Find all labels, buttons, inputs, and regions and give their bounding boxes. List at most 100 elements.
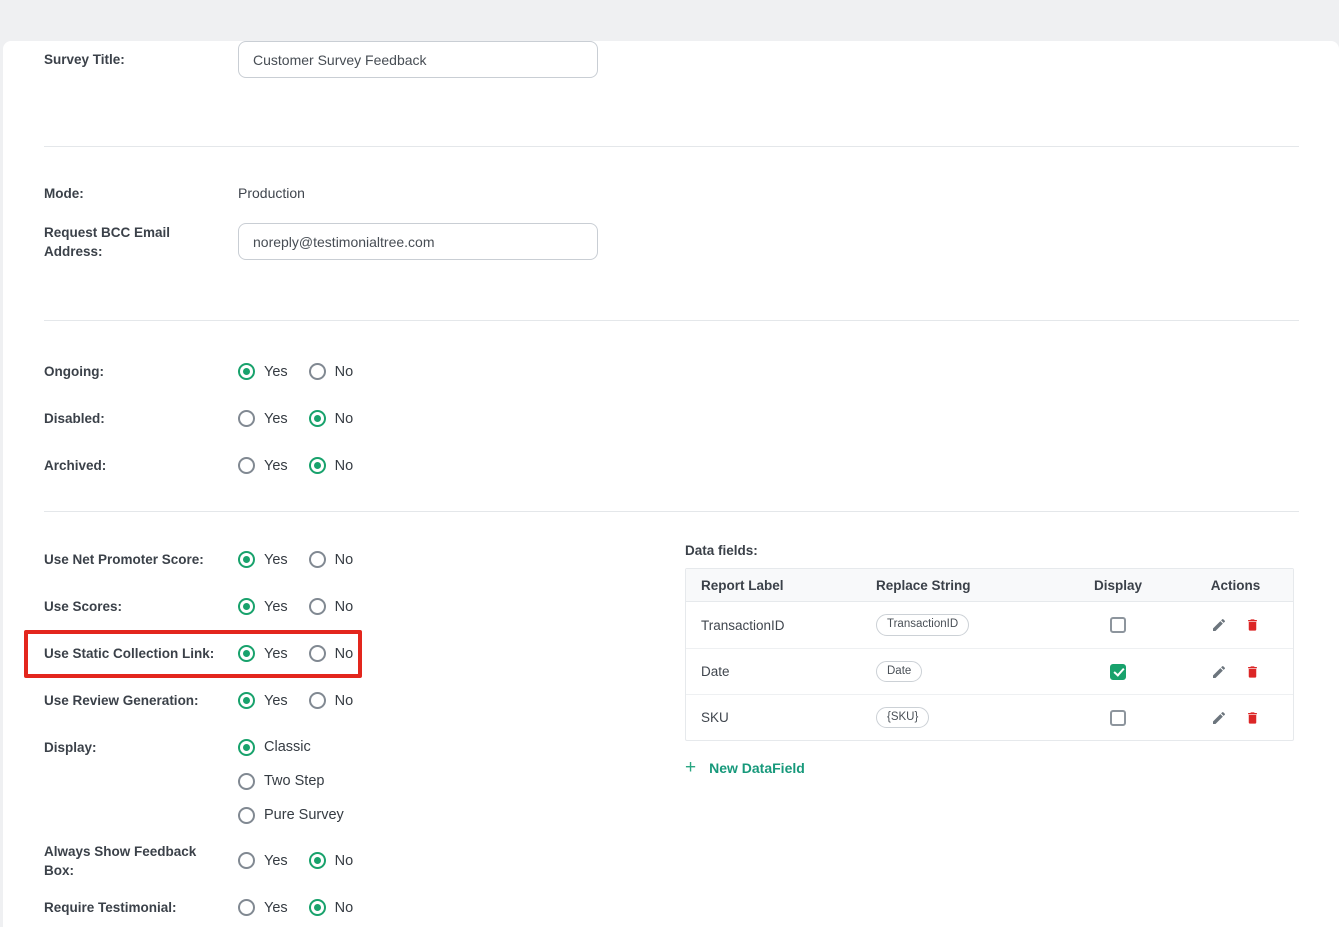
trash-icon <box>1248 711 1257 724</box>
new-datafield-button[interactable]: + New DataField <box>685 758 805 777</box>
section-options: Use Net Promoter Score: Yes No Use Score… <box>24 512 1299 927</box>
scores-radio-group: Yes No <box>238 598 353 615</box>
radio-icon <box>238 772 255 790</box>
archived-yes-radio[interactable]: Yes <box>238 457 288 474</box>
divider <box>44 511 1299 512</box>
radio-icon <box>238 899 255 916</box>
display-classic-radio[interactable]: Classic <box>238 730 311 764</box>
data-fields-table: Report Label Replace String Display Acti… <box>685 568 1294 741</box>
divider <box>44 320 1299 321</box>
radio-option-label: No <box>334 410 354 427</box>
radio-icon <box>308 551 326 568</box>
divider <box>44 146 1299 147</box>
radio-option-label: No <box>334 598 354 615</box>
delete-button[interactable] <box>1245 617 1260 633</box>
radio-icon <box>238 551 255 568</box>
disabled-label: Disabled: <box>44 411 105 426</box>
replace-string-pill: {SKU} <box>876 706 930 729</box>
disabled-row: Disabled: Yes No <box>44 395 1299 442</box>
nps-label: Use Net Promoter Score: <box>44 552 204 567</box>
review-generation-yes-radio[interactable]: Yes <box>238 692 288 709</box>
survey-title-label: Survey Title: <box>44 52 125 67</box>
bcc-row: Request BCC Email Address: <box>44 223 1299 260</box>
scores-yes-radio[interactable]: Yes <box>238 598 288 615</box>
delete-button[interactable] <box>1245 664 1260 680</box>
data-fields-title: Data fields: <box>685 543 758 558</box>
ongoing-label: Ongoing: <box>44 364 104 379</box>
display-checkbox[interactable] <box>1110 617 1126 633</box>
radio-icon <box>308 363 326 380</box>
radio-option-label: Yes <box>264 692 288 709</box>
nps-yes-radio[interactable]: Yes <box>238 551 288 568</box>
table-row: SKU {SKU} <box>686 694 1293 740</box>
static-link-yes-radio[interactable]: Yes <box>238 645 288 662</box>
feedback-box-row: Always Show Feedback Box: Yes No <box>44 837 685 884</box>
radio-option-label: No <box>334 645 354 662</box>
bcc-email-input[interactable] <box>238 223 598 260</box>
display-two-step-radio[interactable]: Two Step <box>238 764 324 798</box>
edit-button[interactable] <box>1211 664 1227 680</box>
section-mode: Mode: Production Request BCC Email Addre… <box>44 183 1299 320</box>
feedback-box-yes-radio[interactable]: Yes <box>238 852 288 869</box>
radio-icon <box>308 598 326 615</box>
review-generation-radio-group: Yes No <box>238 692 353 709</box>
radio-option-label: Yes <box>264 598 288 615</box>
display-checkbox[interactable] <box>1110 663 1126 680</box>
display-pure-survey-radio[interactable]: Pure Survey <box>238 798 344 832</box>
scores-label: Use Scores: <box>44 599 123 614</box>
require-testimonial-yes-radio[interactable]: Yes <box>238 899 288 916</box>
mode-value: Production <box>238 185 305 201</box>
disabled-no-radio[interactable]: No <box>308 410 354 427</box>
static-link-radio-group: Yes No <box>238 645 353 662</box>
display-label: Display: <box>44 740 97 755</box>
radio-icon <box>238 457 255 474</box>
feedback-box-label: Always Show Feedback Box: <box>44 843 197 878</box>
display-radio-group: Classic Two Step Pure Survey <box>238 730 344 832</box>
ongoing-no-radio[interactable]: No <box>308 363 354 380</box>
nps-no-radio[interactable]: No <box>308 551 354 568</box>
radio-icon <box>238 410 255 427</box>
radio-icon <box>308 645 326 662</box>
static-link-no-radio[interactable]: No <box>308 645 354 662</box>
radio-icon <box>238 738 255 756</box>
edit-button[interactable] <box>1211 617 1227 633</box>
table-row: TransactionID TransactionID <box>686 602 1293 648</box>
disabled-yes-radio[interactable]: Yes <box>238 410 288 427</box>
archived-row: Archived: Yes No <box>44 442 1299 489</box>
pencil-icon <box>1213 618 1226 631</box>
radio-option-label: No <box>334 551 354 568</box>
radio-icon <box>238 363 255 380</box>
display-checkbox[interactable] <box>1110 709 1126 726</box>
section-status: Ongoing: Yes No Disabled: Yes No Archive… <box>44 321 1299 511</box>
scores-no-radio[interactable]: No <box>308 598 354 615</box>
replace-string-pill: TransactionID <box>876 614 970 636</box>
survey-title-input[interactable] <box>238 41 598 78</box>
trash-icon <box>1248 665 1257 678</box>
report-label-cell: SKU <box>701 710 729 725</box>
display-row: Display: Classic Two Step Pure Survey <box>44 724 685 832</box>
review-generation-no-radio[interactable]: No <box>308 692 353 709</box>
archived-no-radio[interactable]: No <box>308 457 353 474</box>
radio-icon <box>238 806 255 824</box>
survey-title-row: Survey Title: <box>44 41 1299 78</box>
disabled-radio-group: Yes No <box>238 410 353 427</box>
table-header-row: Report Label Replace String Display Acti… <box>686 569 1293 602</box>
radio-option-label: Classic <box>264 739 311 755</box>
delete-button[interactable] <box>1245 710 1260 726</box>
archived-radio-group: Yes No <box>238 457 353 474</box>
pencil-icon <box>1213 711 1226 724</box>
feedback-box-radio-group: Yes No <box>238 852 353 869</box>
radio-option-label: Yes <box>264 645 288 662</box>
table-row: Date Date <box>686 648 1293 694</box>
edit-button[interactable] <box>1211 710 1227 726</box>
require-testimonial-no-radio[interactable]: No <box>308 899 354 916</box>
feedback-box-no-radio[interactable]: No <box>308 852 353 869</box>
radio-icon <box>238 645 255 662</box>
nps-radio-group: Yes No <box>238 551 353 568</box>
new-datafield-label: New DataField <box>709 759 805 776</box>
radio-option-label: No <box>334 899 354 916</box>
header-display: Display <box>1093 577 1143 593</box>
ongoing-yes-radio[interactable]: Yes <box>238 363 288 380</box>
survey-settings-card: Survey Title: Mode: Production Request B… <box>3 41 1339 927</box>
radio-option-label: No <box>334 363 354 380</box>
